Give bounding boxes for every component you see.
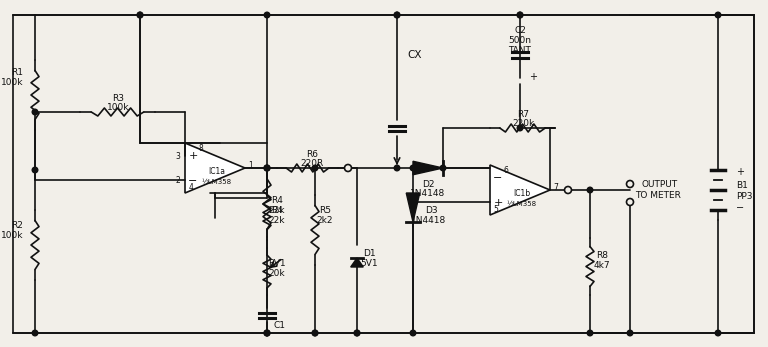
Circle shape [32,330,38,336]
Text: R4: R4 [271,205,283,214]
Text: R8: R8 [596,251,608,260]
Text: 3: 3 [176,152,180,161]
Text: C1: C1 [273,321,285,330]
Text: −: − [736,203,744,213]
Text: TANT: TANT [508,45,531,54]
Circle shape [264,12,270,18]
Text: 500n: 500n [508,35,531,44]
Text: 5V1: 5V1 [360,259,378,268]
Circle shape [264,165,270,171]
Polygon shape [413,161,443,175]
Text: IC1a: IC1a [208,167,226,176]
Circle shape [517,12,523,18]
Text: 1N4148: 1N4148 [410,188,445,197]
Circle shape [715,12,721,18]
Polygon shape [351,258,363,267]
Circle shape [394,165,400,171]
Text: C2: C2 [514,25,526,34]
Circle shape [137,12,143,18]
Text: 100k: 100k [107,102,129,111]
Text: +: + [736,167,744,177]
Text: R2: R2 [11,220,23,229]
Text: 220R: 220R [300,159,323,168]
Text: 100k: 100k [1,230,23,239]
Text: 5: 5 [494,204,498,213]
Text: D2: D2 [422,179,434,188]
Text: R7: R7 [517,110,529,118]
Text: −: − [493,173,503,183]
Text: IC1b: IC1b [514,188,531,197]
Circle shape [264,330,270,336]
Text: 4k7: 4k7 [594,261,611,270]
Circle shape [517,125,523,131]
Text: 4: 4 [189,183,194,192]
Circle shape [564,186,571,194]
Text: +: + [188,151,197,161]
Circle shape [588,187,593,193]
Text: CX: CX [408,50,422,60]
Circle shape [32,167,38,173]
Text: PP3: PP3 [736,192,753,201]
Circle shape [264,330,270,336]
Text: B1: B1 [736,180,748,189]
Circle shape [627,180,634,187]
Text: D3: D3 [425,205,437,214]
Text: 22k: 22k [269,205,285,214]
Text: 1: 1 [249,161,253,169]
Circle shape [627,198,634,205]
Text: TO METER: TO METER [635,191,681,200]
Polygon shape [490,165,550,215]
Polygon shape [185,143,245,193]
Text: −: − [188,176,197,186]
Text: +: + [493,198,503,208]
Text: R1: R1 [11,68,23,76]
Circle shape [137,12,143,18]
Circle shape [264,165,270,171]
Circle shape [313,330,318,336]
Circle shape [715,330,721,336]
Text: D1: D1 [362,248,376,257]
Circle shape [394,12,400,18]
Circle shape [627,330,633,336]
Text: 100k: 100k [1,77,23,86]
Text: 2k2: 2k2 [316,215,333,225]
Circle shape [354,330,359,336]
Circle shape [313,165,318,171]
Circle shape [264,330,270,336]
Circle shape [517,12,523,18]
Text: 8: 8 [199,144,204,152]
Text: R3: R3 [112,93,124,102]
Text: R6: R6 [306,150,318,159]
Text: 6: 6 [504,166,508,175]
Circle shape [394,12,400,18]
Text: RV1: RV1 [268,259,286,268]
Text: OUTPUT: OUTPUT [642,179,678,188]
Circle shape [354,330,359,336]
Text: 2: 2 [176,176,180,185]
Text: ½LM358: ½LM358 [507,201,537,207]
Text: 7: 7 [554,183,558,192]
Circle shape [264,165,270,171]
Polygon shape [406,193,420,222]
Circle shape [410,165,415,171]
Circle shape [313,330,318,336]
Text: R4: R4 [271,195,283,204]
Circle shape [440,165,445,171]
Text: +: + [529,72,537,82]
Text: 22k: 22k [269,215,285,225]
Circle shape [588,330,593,336]
Circle shape [32,109,38,115]
Text: ½LM358: ½LM358 [202,179,232,185]
Circle shape [345,164,352,171]
Circle shape [410,330,415,336]
Text: 1N4418: 1N4418 [412,215,447,225]
Text: 20k: 20k [269,269,286,278]
Text: R5: R5 [319,205,331,214]
Text: 220k: 220k [512,118,534,127]
